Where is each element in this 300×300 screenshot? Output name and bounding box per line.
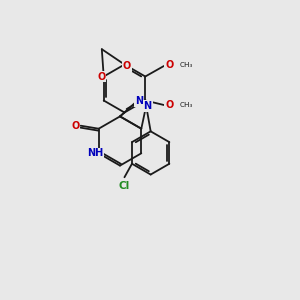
Text: O: O: [97, 71, 105, 82]
Text: CH₃: CH₃: [180, 62, 193, 68]
Text: O: O: [71, 121, 80, 131]
Text: CH₃: CH₃: [180, 102, 193, 108]
Text: N: N: [135, 96, 143, 106]
Text: O: O: [165, 60, 173, 70]
Text: O: O: [123, 61, 131, 71]
Text: O: O: [165, 100, 173, 110]
Text: NH: NH: [87, 148, 103, 158]
Text: N: N: [144, 101, 152, 111]
Text: Cl: Cl: [119, 181, 130, 190]
